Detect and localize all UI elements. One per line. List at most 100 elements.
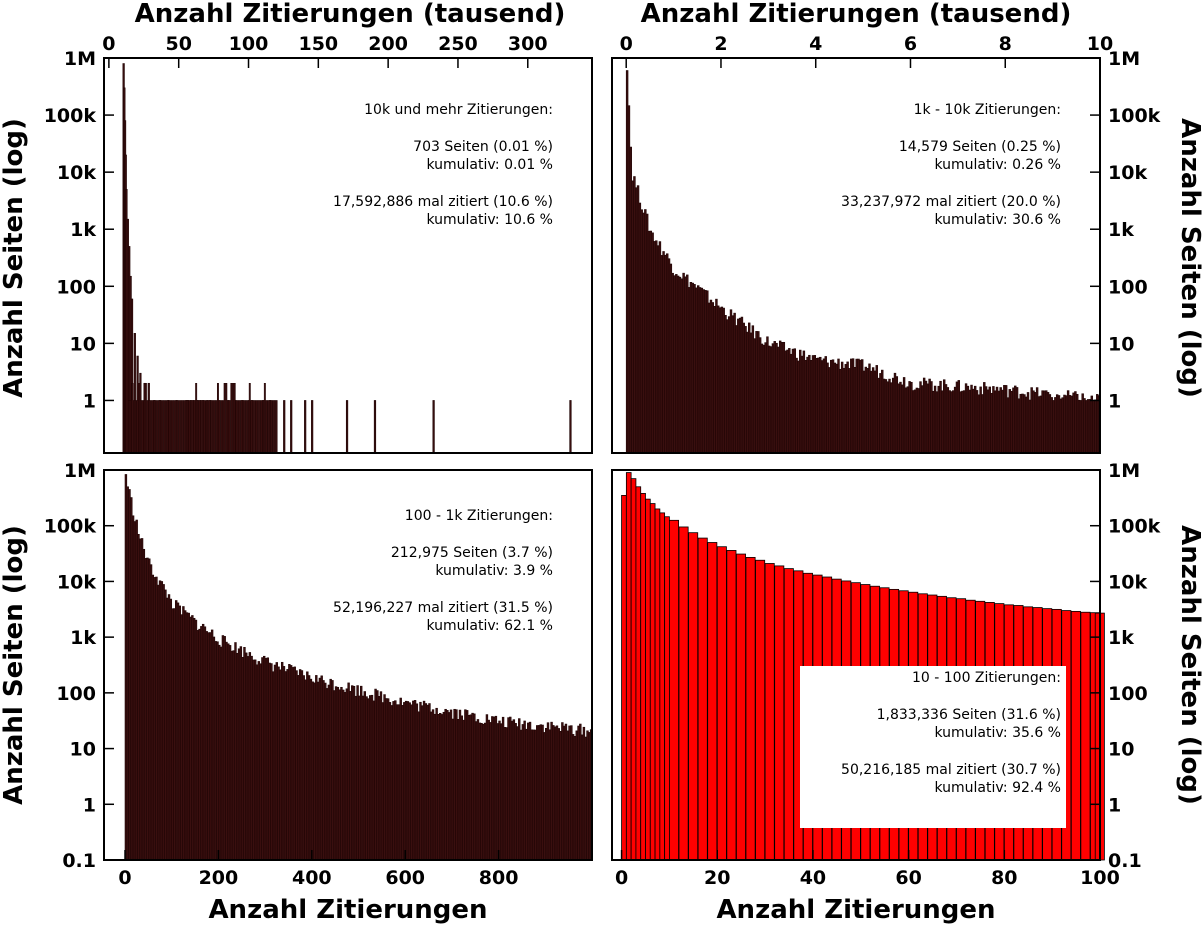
x-tick-label: 100: [229, 33, 269, 55]
x-tick-label: 2: [714, 33, 727, 55]
bar: [268, 400, 271, 454]
x-tick-label: 50: [165, 33, 191, 55]
bar: [726, 550, 737, 861]
bar: [240, 400, 243, 454]
bar: [228, 400, 231, 454]
y-tick-label: 100k: [44, 516, 97, 538]
bar: [153, 400, 156, 454]
y-tick-label: 10: [70, 333, 96, 355]
bar: [188, 400, 191, 454]
y-tick-label: 1M: [1108, 48, 1140, 70]
bar: [669, 519, 679, 861]
y-tick-label: 1k: [1108, 627, 1134, 649]
x-tick-label: 40: [800, 867, 826, 889]
bar: [245, 400, 248, 454]
bar: [275, 400, 278, 454]
y-tick-label: 1: [1108, 390, 1121, 412]
annotation-pages: 212,975 Seiten (3.7 %): [391, 545, 553, 561]
x-tick-label: 60: [895, 867, 921, 889]
x-tick-label: 20: [704, 867, 730, 889]
bar: [258, 400, 261, 454]
bar: [247, 400, 250, 454]
bar: [304, 400, 307, 454]
y-tick-label: 100: [56, 683, 96, 705]
y-tick-label: 0.1: [62, 850, 96, 872]
bar: [243, 400, 246, 454]
bar: [210, 400, 213, 454]
top-right-x-axis-title: Anzahl Zitierungen (tausend): [641, 0, 1072, 29]
x-tick-label: 80: [991, 867, 1017, 889]
annotation-cited: 33,237,972 mal zitiert (20.0 %): [841, 194, 1061, 210]
bar: [181, 400, 184, 454]
bar: [625, 472, 632, 861]
y-tick-label: 1M: [64, 48, 96, 70]
y-tick-label: 10: [1108, 739, 1134, 761]
bar: [267, 400, 270, 454]
bar: [283, 400, 286, 454]
bottom-left-y-axis-title: Anzahl Seiten (log): [0, 525, 29, 805]
bar: [186, 400, 189, 454]
y-tick-label: 1: [1108, 794, 1121, 816]
bar: [311, 400, 314, 454]
bar: [640, 493, 646, 861]
bar: [160, 400, 162, 454]
annotation-cited: 50,216,185 mal zitiert (30.7 %): [841, 762, 1061, 778]
annotation-heading: 10k und mehr Zitierungen:: [364, 102, 553, 118]
bar: [432, 400, 435, 454]
bar: [196, 400, 199, 454]
bar: [345, 400, 349, 454]
bar: [176, 400, 179, 454]
x-tick-label: 6: [904, 33, 917, 55]
bar: [200, 400, 203, 454]
bar: [238, 400, 241, 454]
bar: [166, 400, 169, 454]
bar: [659, 512, 666, 861]
bar: [225, 383, 228, 454]
plot-frame: [611, 469, 1101, 861]
bar: [630, 478, 637, 861]
bar: [190, 400, 193, 454]
bar: [131, 383, 134, 454]
bar: [171, 400, 174, 454]
bar: [222, 400, 224, 454]
bar: [688, 532, 699, 861]
annotation-box: [800, 666, 1066, 828]
y-tick-label: 1: [83, 794, 96, 816]
bar: [180, 400, 183, 454]
x-tick-label: 800: [479, 867, 519, 889]
bar: [1070, 610, 1081, 861]
bar: [206, 400, 209, 454]
bar: [290, 400, 293, 454]
y-tick-label: 100k: [1108, 105, 1161, 127]
bar: [213, 400, 216, 454]
bar: [175, 400, 177, 454]
x-tick-label: 8: [999, 33, 1012, 55]
annotation-cited-cum: kumulativ: 30.6 %: [934, 212, 1061, 228]
annotation-heading: 1k - 10k Zitierungen:: [914, 102, 1061, 118]
bar: [143, 400, 146, 454]
y-tick-label: 100k: [1108, 516, 1161, 538]
x-tick-label: 200: [199, 867, 239, 889]
bar: [230, 383, 233, 454]
bar: [664, 516, 670, 861]
bars-group: [122, 63, 572, 454]
bar: [272, 400, 275, 454]
y-tick-label: 10k: [57, 162, 96, 184]
bar: [227, 400, 229, 454]
bar: [136, 400, 139, 454]
y-tick-label: 100k: [44, 105, 97, 127]
bar: [216, 383, 219, 454]
bar: [235, 400, 238, 454]
x-tick-label: 4: [809, 33, 822, 55]
bar: [183, 400, 186, 454]
bar: [134, 400, 137, 454]
top-left-x-axis-title: Anzahl Zitierungen (tausend): [135, 0, 566, 29]
bar: [232, 383, 234, 454]
bar: [237, 400, 239, 454]
bar: [774, 565, 785, 861]
bar: [745, 556, 756, 861]
bar: [139, 400, 142, 454]
bar: [156, 400, 159, 454]
bar: [195, 383, 198, 454]
top-right-y-axis-title: Anzahl Seiten (log): [1175, 118, 1204, 398]
